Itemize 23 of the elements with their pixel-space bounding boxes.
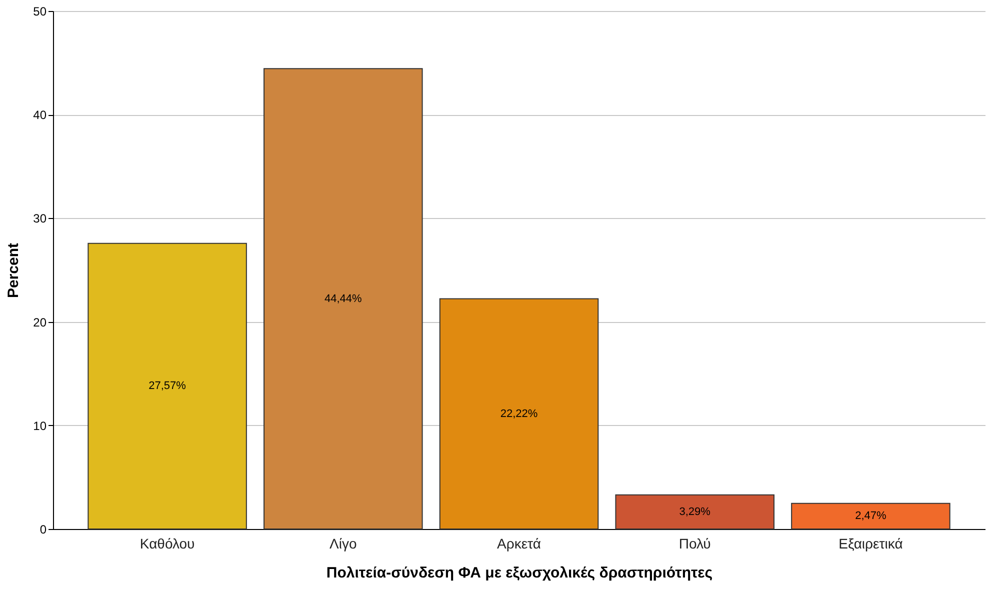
bar <box>264 68 423 530</box>
y-axis-title: Percent <box>5 242 22 298</box>
x-tick-label: Αρκετά <box>497 536 541 552</box>
bar <box>439 298 599 530</box>
x-tick-label: Πολύ <box>678 536 711 552</box>
y-tick-label: 0 <box>40 522 47 536</box>
x-axis-title: Πολιτεία-σύνδεση ΦΑ με εξωσχολικές δραστηριότητες <box>326 564 713 582</box>
data-label: 22,22% <box>500 408 538 420</box>
y-tick-label: 20 <box>33 315 47 330</box>
x-tick-label: Καθόλου <box>140 536 195 552</box>
bar <box>615 494 774 530</box>
y-tick-label: 40 <box>33 108 47 122</box>
data-label: 2,47% <box>855 510 887 522</box>
data-label: 27,57% <box>148 380 186 392</box>
y-tick-label: 30 <box>33 212 47 226</box>
y-tick-label: 50 <box>33 4 47 18</box>
data-label: 44,44% <box>324 292 362 305</box>
y-tick-label: 10 <box>33 418 47 433</box>
data-label: 3,29% <box>679 506 711 518</box>
bar <box>791 502 950 530</box>
x-tick-label: Εξαιρετικά <box>838 536 903 552</box>
bar <box>88 242 247 530</box>
x-tick-label: Λίγο <box>330 536 357 552</box>
